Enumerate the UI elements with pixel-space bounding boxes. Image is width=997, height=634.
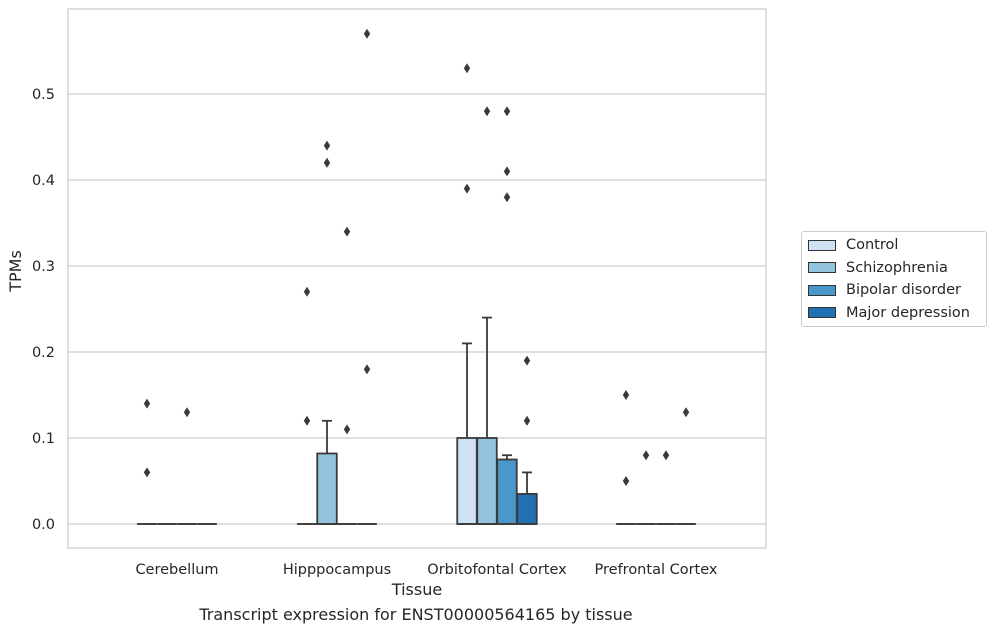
box-rect	[456, 437, 478, 525]
box-bipolar-disorder-2	[496, 454, 518, 525]
outlier-point	[682, 407, 690, 418]
outlier-point	[323, 140, 331, 151]
legend-label: Bipolar disorder	[846, 282, 961, 298]
y-tick-labels: 0.0 0.1 0.2 0.3 0.4 0.5	[32, 87, 55, 533]
x-tick-label: Orbitofontal Cortex	[427, 562, 567, 578]
x-tick-labels: Cerebellum Hipppocampus Orbitofontal Corte…	[135, 562, 717, 578]
outlier-point	[363, 364, 371, 375]
box-rect	[516, 492, 538, 525]
outlier-point	[523, 355, 531, 366]
legend-swatch	[808, 239, 836, 251]
box-elements	[137, 316, 696, 525]
y-tick-label: 0.2	[32, 345, 55, 361]
legend-item-control: Control	[808, 236, 898, 254]
y-tick-label: 0.1	[32, 431, 55, 447]
outlier-point	[483, 106, 491, 117]
legend: Control Schizophrenia Bipolar disorder Majo…	[801, 231, 987, 327]
outlier-point	[523, 415, 531, 426]
outlier-point	[622, 390, 630, 400]
outlier-point	[143, 398, 151, 409]
box-major-depression-2	[516, 471, 538, 525]
outlier-point	[503, 106, 511, 117]
legend-item-bipolar-disorder: Bipolar disorder	[808, 281, 961, 299]
legend-item-schizophrenia: Schizophrenia	[808, 259, 948, 277]
y-axis-label: TPMs	[6, 250, 25, 293]
y-tick-label: 0.0	[32, 517, 55, 533]
legend-label: Schizophrenia	[846, 259, 948, 276]
box-control-2	[456, 342, 478, 525]
x-tick-label: Hipppocampus	[283, 562, 391, 578]
chart-caption: Transcript expression for ENST0000056416…	[199, 605, 633, 624]
legend-swatch	[808, 307, 836, 318]
legend-label: Major depression	[846, 304, 970, 321]
outlier-point	[662, 450, 670, 461]
outlier-point	[463, 183, 471, 194]
outlier-point	[343, 424, 351, 435]
outlier-point	[303, 415, 311, 426]
outlier-point	[503, 192, 511, 203]
outlier-point	[143, 467, 151, 478]
x-axis-label: Tissue	[391, 580, 442, 599]
x-tick-label: Cerebellum	[135, 562, 218, 578]
outlier-point	[323, 157, 331, 168]
x-tick-label: Prefrontal Cortex	[595, 562, 718, 578]
box-rect	[476, 437, 498, 525]
y-tick-label: 0.4	[32, 173, 55, 189]
outlier-point	[183, 407, 191, 418]
legend-swatch	[808, 284, 836, 296]
outlier-point	[363, 28, 371, 39]
legend-swatch	[808, 262, 836, 273]
box-rect	[496, 458, 518, 525]
legend-label: Control	[846, 237, 899, 253]
outlier-point	[343, 226, 351, 237]
plot-frame	[67, 8, 767, 549]
box-rect	[316, 452, 338, 525]
box-schizophrenia-1	[316, 419, 338, 525]
y-tick-label: 0.5	[32, 87, 55, 103]
outlier-point	[642, 450, 650, 461]
outlier-point	[463, 63, 471, 74]
outlier-point	[622, 476, 630, 486]
outlier-point	[503, 166, 511, 177]
box-schizophrenia-2	[476, 316, 498, 525]
legend-item-major-depression: Major depression	[808, 304, 970, 322]
y-tick-label: 0.3	[32, 259, 55, 275]
outlier-markers	[143, 28, 690, 486]
outlier-point	[303, 286, 311, 297]
grid-lines	[68, 93, 766, 525]
